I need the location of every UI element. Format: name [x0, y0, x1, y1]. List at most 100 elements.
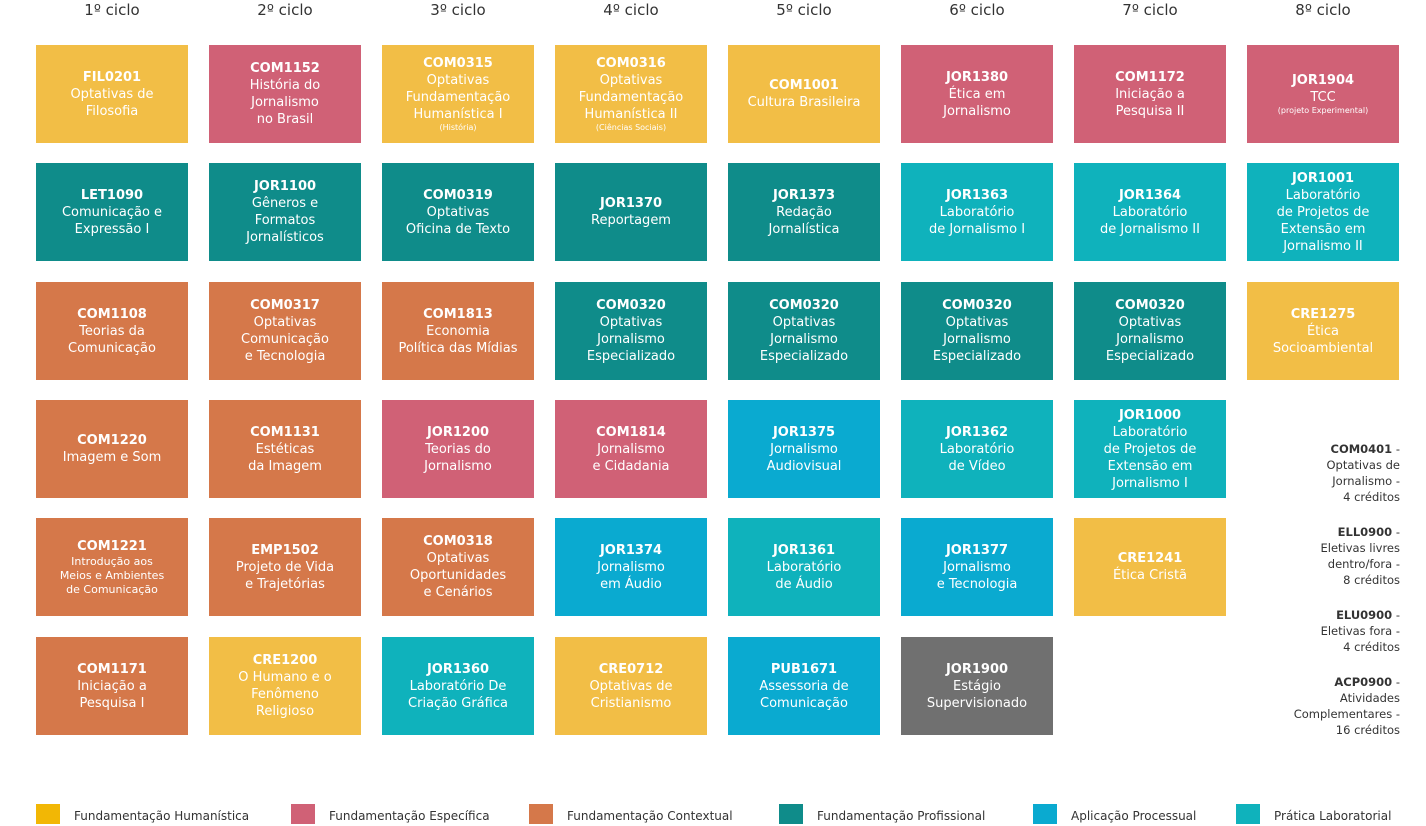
- course-code: JOR1001: [1291, 170, 1355, 186]
- course-card[interactable]: FIL0201 Optativas de Filosofia: [36, 45, 188, 143]
- course-card[interactable]: JOR1364 Laboratório de Jornalismo II: [1074, 163, 1226, 261]
- course-card[interactable]: CRE1275 Ética Socioambiental: [1247, 282, 1399, 380]
- course-card[interactable]: CRE1200 O Humano e o Fenômeno Religioso: [209, 637, 361, 735]
- course-card[interactable]: COM1171 Iniciação a Pesquisa I: [36, 637, 188, 735]
- legend-swatch: [529, 804, 553, 824]
- credit-note-line: 4 créditos: [1343, 640, 1400, 654]
- course-code: COM0320: [769, 298, 839, 313]
- course-title: Economia Política das Mídias: [398, 323, 518, 356]
- course-title: Optativas Jornalismo Especializado: [1105, 315, 1195, 364]
- course-card[interactable]: JOR1370 Reportagem: [555, 163, 707, 261]
- course-card[interactable]: JOR1900 Estágio Supervisionado: [901, 637, 1053, 735]
- course-card[interactable]: COM0317 Optativas Comunicação e Tecnologi…: [209, 282, 361, 380]
- credit-note: ELL0900 - Eletivas livres dentro/fora -8 c…: [1320, 525, 1400, 587]
- course-card[interactable]: COM1131 Estéticas da Imagem: [209, 400, 361, 498]
- course-card[interactable]: COM0320 Optativas Jornalismo Especializad…: [901, 282, 1053, 380]
- course-card[interactable]: COM1172 Iniciação a Pesquisa II: [1074, 45, 1226, 143]
- course-card[interactable]: COM1152 História do Jornalismo no Brasil: [209, 45, 361, 143]
- course-title: Jornalismo Audiovisual: [766, 441, 842, 474]
- course-card[interactable]: COM0315 Optativas Fundamentação Humanísti…: [382, 45, 534, 143]
- course-title: Laboratório de Jornalismo I: [928, 204, 1026, 237]
- course-card[interactable]: COM1814 Jornalismo e Cidadania: [555, 400, 707, 498]
- credit-note-line: Atividades: [1339, 691, 1400, 705]
- course-title: Optativas Jornalismo Especializado: [759, 315, 849, 364]
- course-card[interactable]: COM1001 Cultura Brasileira: [728, 45, 880, 143]
- course-title: Estágio Supervisionado: [926, 678, 1028, 711]
- course-code: PUB1671: [770, 661, 838, 677]
- course-card[interactable]: COM0318 Optativas Oportunidades e Cenário…: [382, 518, 534, 616]
- course-code: JOR1377: [945, 542, 1009, 558]
- course-card[interactable]: COM0316 Optativas Fundamentação Humanísti…: [555, 45, 707, 143]
- course-card[interactable]: JOR1001 Laboratório de Projetos de Extens…: [1247, 163, 1399, 261]
- course-code: JOR1374: [599, 542, 663, 558]
- course-title: Teorias da Comunicação: [68, 323, 156, 356]
- course-title: Laboratório de Vídeo: [939, 441, 1015, 474]
- cycle-header: 1º ciclo: [84, 1, 140, 19]
- course-code: JOR1900: [945, 661, 1009, 677]
- course-card[interactable]: COM0320 Optativas Jornalismo Especializad…: [1074, 282, 1226, 380]
- course-card[interactable]: JOR1363 Laboratório de Jornalismo I: [901, 163, 1053, 261]
- cycle-header: 5º ciclo: [776, 1, 832, 19]
- course-card[interactable]: JOR1377 Jornalismo e Tecnologia: [901, 518, 1053, 616]
- course-card[interactable]: JOR1375 Jornalismo Audiovisual: [728, 400, 880, 498]
- course-code: CRE1200: [252, 653, 318, 668]
- course-title: Jornalismo em Áudio: [597, 559, 665, 592]
- course-title: Introdução aos Meios e Ambientes de Comu…: [59, 554, 165, 596]
- course-code: COM1220: [77, 433, 147, 448]
- course-code: JOR1373: [772, 187, 836, 203]
- course-card[interactable]: COM0320 Optativas Jornalismo Especializad…: [728, 282, 880, 380]
- legend-swatch: [779, 804, 803, 824]
- course-title: Laboratório de Projetos de Extensão em J…: [1103, 424, 1197, 491]
- course-card[interactable]: JOR1904 TCC (projeto Experimental): [1247, 45, 1399, 143]
- course-card[interactable]: CRE1241 Ética Cristã: [1074, 518, 1226, 616]
- cycle-header: 8º ciclo: [1295, 1, 1351, 19]
- course-code: JOR1362: [945, 424, 1009, 440]
- course-card[interactable]: COM0319 Optativas Oficina de Texto: [382, 163, 534, 261]
- course-code: LET1090: [80, 187, 144, 203]
- course-card[interactable]: LET1090 Comunicação e Expressão I: [36, 163, 188, 261]
- course-title: Redação Jornalística: [768, 204, 840, 237]
- course-title: Laboratório De Criação Gráfica: [408, 678, 508, 711]
- course-subtitle: (Ciências Sociais): [595, 123, 667, 132]
- course-code: COM0319: [423, 187, 493, 203]
- legend-swatch: [36, 804, 60, 824]
- course-code: JOR1904: [1291, 73, 1355, 88]
- course-card[interactable]: PUB1671 Assessoria de Comunicação: [728, 637, 880, 735]
- course-card[interactable]: JOR1100 Gêneros e Formatos Jornalísticos: [209, 163, 361, 261]
- course-card[interactable]: COM1221 Introdução aos Meios e Ambientes …: [36, 518, 188, 616]
- course-card[interactable]: JOR1362 Laboratório de Vídeo: [901, 400, 1053, 498]
- credit-note-line: Eletivas livres: [1320, 541, 1400, 555]
- course-code: CRE1275: [1290, 306, 1356, 322]
- course-code: COM1152: [250, 61, 320, 76]
- course-card[interactable]: COM1220 Imagem e Som: [36, 400, 188, 498]
- course-card[interactable]: JOR1360 Laboratório De Criação Gráfica: [382, 637, 534, 735]
- course-title: Laboratório de Jornalismo II: [1100, 204, 1200, 237]
- course-card[interactable]: JOR1374 Jornalismo em Áudio: [555, 518, 707, 616]
- course-card[interactable]: JOR1373 Redação Jornalística: [728, 163, 880, 261]
- course-code: JOR1360: [426, 661, 490, 677]
- course-title: Optativas Oficina de Texto: [405, 204, 511, 237]
- course-code: COM0320: [596, 298, 666, 313]
- credit-note-code: ELU0900: [1336, 608, 1393, 622]
- credit-note-code: ACP0900: [1334, 675, 1393, 689]
- credit-note-code: ELL0900: [1337, 525, 1393, 539]
- course-card[interactable]: CRE0712 Optativas de Cristianismo: [555, 637, 707, 735]
- credit-note-code: COM0401: [1330, 442, 1393, 456]
- legend-label: Prática Laboratorial: [1274, 809, 1392, 823]
- course-title: Projeto de Vida e Trajetórias: [235, 559, 335, 592]
- course-code: COM1221: [77, 538, 147, 554]
- course-card[interactable]: COM1813 Economia Política das Mídias: [382, 282, 534, 380]
- course-card[interactable]: JOR1380 Ética em Jornalismo: [901, 45, 1053, 143]
- course-code: COM1813: [423, 306, 493, 322]
- course-card[interactable]: COM1108 Teorias da Comunicação: [36, 282, 188, 380]
- credit-note-line: 8 créditos: [1343, 573, 1400, 587]
- course-card[interactable]: JOR1000 Laboratório de Projetos de Extens…: [1074, 400, 1226, 498]
- course-card[interactable]: JOR1200 Teorias do Jornalismo: [382, 400, 534, 498]
- legend-swatch: [1236, 804, 1260, 824]
- course-card[interactable]: EMP1502 Projeto de Vida e Trajetórias: [209, 518, 361, 616]
- credit-note-line: Eletivas fora -: [1320, 624, 1400, 638]
- course-card[interactable]: JOR1361 Laboratório de Áudio: [728, 518, 880, 616]
- course-code: COM0317: [250, 298, 320, 313]
- course-title: Laboratório de Áudio: [766, 559, 842, 592]
- course-card[interactable]: COM0320 Optativas Jornalismo Especializad…: [555, 282, 707, 380]
